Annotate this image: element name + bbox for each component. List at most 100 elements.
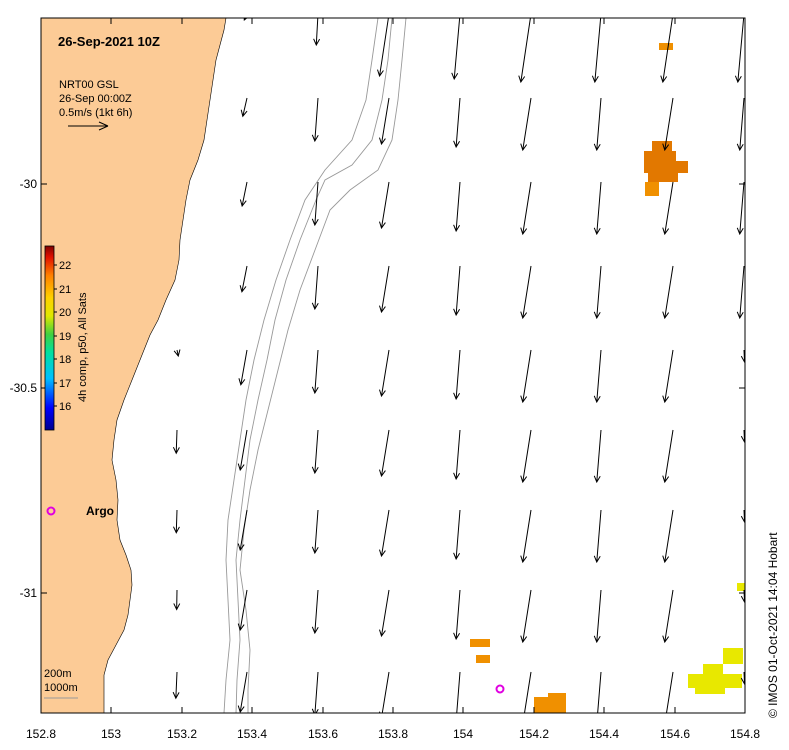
x-axis-ticks bbox=[40, 18, 746, 713]
current-vector-arrow bbox=[662, 181, 674, 236]
current-vector-arrow bbox=[593, 97, 602, 152]
colorbar-tick-label: 22 bbox=[59, 260, 71, 272]
current-vector-arrow bbox=[311, 181, 319, 227]
isobath-legend: 200m 1000m bbox=[44, 668, 78, 699]
current-vector-arrow bbox=[593, 349, 602, 404]
current-vector-arrow bbox=[734, 18, 745, 84]
current-vector-arrow bbox=[172, 671, 180, 700]
x-tick-label: 152.8 bbox=[26, 727, 56, 741]
argo-label: Argo bbox=[86, 504, 114, 518]
vector-scale-arrow bbox=[68, 121, 109, 131]
colorbar-label: 4h comp, p50, All Sats bbox=[77, 292, 89, 402]
current-vector-arrow bbox=[662, 349, 674, 404]
current-vector-arrow bbox=[662, 265, 674, 320]
current-vector-arrow bbox=[662, 589, 674, 644]
current-vector-arrow bbox=[237, 509, 248, 552]
colorbar-tick-label: 17 bbox=[59, 378, 71, 390]
current-vector-arrow bbox=[379, 181, 390, 230]
current-vector-arrow bbox=[173, 509, 180, 534]
current-vector-arrow bbox=[237, 589, 248, 632]
current-vector-arrow bbox=[239, 181, 248, 208]
current-vector-arrow bbox=[593, 265, 602, 320]
current-vector-arrow bbox=[520, 265, 532, 320]
current-vector-arrow bbox=[662, 509, 674, 564]
current-vector-arrow bbox=[662, 97, 674, 152]
current-vectors bbox=[172, 18, 745, 713]
current-vector-arrow bbox=[736, 181, 745, 236]
current-vector-arrow bbox=[379, 509, 390, 558]
current-vector-arrow bbox=[520, 181, 532, 236]
colorbar-tick-label: 19 bbox=[59, 331, 71, 343]
map-title: 26-Sep-2021 10Z bbox=[58, 34, 160, 49]
current-vector-arrow bbox=[453, 181, 461, 233]
colorbar-tick-label: 21 bbox=[59, 284, 71, 296]
imos-credit: © IMOS 01-Oct-2021 14:04 Hobart bbox=[766, 532, 780, 718]
current-vector-arrow bbox=[243, 18, 248, 22]
current-vector-arrow bbox=[237, 429, 248, 472]
x-tick-label: 153.4 bbox=[237, 727, 267, 741]
x-tick-label: 153.8 bbox=[378, 727, 408, 741]
current-vector-arrow bbox=[379, 589, 390, 638]
current-vector-arrow bbox=[520, 97, 532, 152]
x-tick-label: 154 bbox=[453, 727, 473, 741]
colorbar-tick-label: 16 bbox=[59, 401, 71, 413]
x-axis-labels: 152.8 153 153.2 153.4 153.6 153.8 154 15… bbox=[26, 727, 760, 741]
sst-colorbar: 16 17 18 19 20 21 22 4h comp, p50, All S… bbox=[44, 245, 89, 431]
coastline-land bbox=[41, 18, 227, 713]
current-vector-arrow bbox=[379, 97, 390, 146]
current-vector-arrow bbox=[311, 265, 319, 311]
current-vector-arrow bbox=[453, 97, 461, 149]
current-vector-arrow bbox=[520, 589, 532, 644]
current-vector-arrow bbox=[740, 349, 745, 364]
current-vector-arrow bbox=[740, 589, 745, 604]
y-tick-label: -31 bbox=[20, 586, 38, 600]
vector-legend-source: NRT00 GSL bbox=[59, 79, 119, 91]
argo-float-marker-2 bbox=[495, 684, 505, 694]
current-vector-arrow bbox=[311, 349, 319, 395]
current-vector-arrow bbox=[662, 429, 674, 484]
current-vector-arrow bbox=[453, 265, 461, 317]
current-vector-arrow bbox=[740, 429, 745, 444]
argo-float-marker bbox=[46, 506, 56, 516]
isobath-1000m-label: 1000m bbox=[44, 682, 78, 694]
x-tick-label: 154.8 bbox=[730, 727, 760, 741]
x-tick-label: 153 bbox=[101, 727, 121, 741]
current-vector-arrow bbox=[237, 671, 248, 713]
current-vector-arrow bbox=[239, 265, 248, 293]
current-vector-arrow bbox=[736, 97, 745, 152]
x-tick-label: 154.6 bbox=[660, 727, 690, 741]
current-vector-arrow bbox=[456, 671, 461, 713]
x-tick-label: 153.6 bbox=[308, 727, 338, 741]
x-tick-label: 153.2 bbox=[167, 727, 197, 741]
x-tick-label: 154.2 bbox=[519, 727, 549, 741]
current-vector-arrow bbox=[379, 349, 390, 398]
current-vector-arrow bbox=[377, 18, 389, 78]
current-vector-arrow bbox=[311, 589, 319, 635]
colorbar-gradient bbox=[44, 245, 55, 431]
colorbar-tick-label: 18 bbox=[59, 354, 71, 366]
current-vector-arrow bbox=[593, 509, 602, 564]
x-tick-label: 154.4 bbox=[589, 727, 619, 741]
current-vector-arrow bbox=[591, 18, 602, 84]
current-vector-arrow bbox=[379, 671, 390, 713]
current-vector-arrow bbox=[740, 509, 745, 524]
current-vector-arrow bbox=[453, 349, 461, 401]
current-vector-arrow bbox=[172, 429, 180, 455]
current-vector-arrow bbox=[660, 18, 673, 84]
current-vector-arrow bbox=[520, 429, 532, 484]
current-vector-arrow bbox=[311, 429, 319, 475]
vector-legend-scale: 0.5m/s (1kt 6h) bbox=[59, 107, 132, 119]
current-vector-arrow bbox=[311, 97, 319, 143]
isobath-200m-label: 200m bbox=[44, 668, 72, 680]
current-vector-arrow bbox=[173, 589, 181, 611]
y-axis-ticks bbox=[41, 183, 745, 594]
current-vector-arrow bbox=[520, 349, 532, 404]
current-vector-arrow bbox=[311, 509, 319, 555]
y-tick-label: -30 bbox=[20, 177, 38, 191]
vector-legend-time: 26-Sep 00:00Z bbox=[59, 93, 132, 105]
y-tick-label: -30.5 bbox=[10, 381, 38, 395]
current-vector-arrow bbox=[593, 181, 602, 236]
current-vector-arrow bbox=[453, 589, 461, 641]
current-vector-arrow bbox=[379, 265, 390, 314]
